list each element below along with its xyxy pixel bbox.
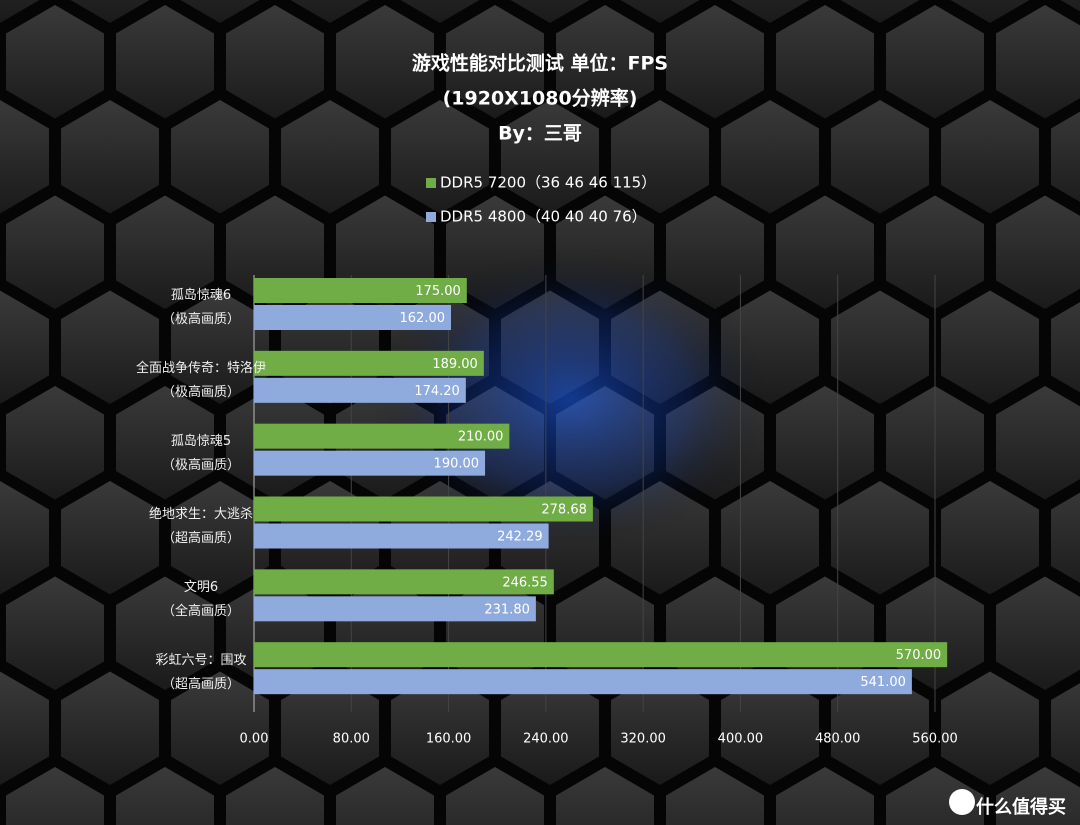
y-tick-label: 彩虹六号：围攻 （超高画质）	[155, 652, 247, 692]
y-tick-label: 孤岛惊魂6 （极高画质）	[161, 288, 240, 328]
watermark-icon	[949, 789, 975, 815]
legend-swatch	[426, 178, 436, 188]
x-tick-label: 560.00	[912, 732, 958, 747]
data-label: 278.68	[541, 503, 587, 518]
data-label: 541.00	[860, 675, 906, 690]
bar	[254, 305, 452, 330]
bar	[254, 596, 536, 622]
bar	[254, 523, 549, 549]
y-tick-label: 文明6 （全高画质）	[161, 579, 240, 619]
data-label: 210.00	[458, 430, 504, 445]
data-label: 246.55	[502, 575, 548, 590]
bar	[254, 278, 467, 303]
data-label: 190.00	[434, 457, 480, 472]
legend-label: DDR5 4800（40 40 40 76）	[440, 208, 647, 226]
legend-label: DDR5 7200（36 46 46 115）	[440, 174, 656, 192]
y-tick-label: 绝地求生：大逃杀 （超高画质）	[148, 506, 253, 546]
data-label: 174.20	[414, 384, 460, 399]
data-label: 175.00	[415, 284, 461, 299]
y-tick-label: 孤岛惊魂5 （极高画质）	[161, 434, 240, 474]
y-tick-label: 全面战争传奇：特洛伊 （极高画质）	[135, 361, 266, 401]
x-tick-label: 400.00	[718, 732, 764, 747]
legend-swatch	[426, 212, 436, 222]
bar	[254, 496, 593, 522]
bar	[254, 569, 554, 595]
x-tick-label: 160.00	[426, 732, 472, 747]
data-label: 231.80	[484, 602, 530, 617]
bar	[254, 423, 510, 449]
chart-subtitle: (1920X1080分辨率)	[443, 87, 638, 110]
x-tick-label: 320.00	[620, 732, 666, 747]
chart-byline: By：三哥	[498, 123, 582, 145]
x-tick-label: 480.00	[815, 732, 861, 747]
data-label: 242.29	[497, 530, 543, 545]
bar	[254, 669, 912, 695]
x-tick-label: 80.00	[333, 732, 370, 747]
x-tick-label: 240.00	[523, 732, 569, 747]
bar	[254, 642, 948, 668]
chart-title: 游戏性能对比测试 单位：FPS	[412, 52, 668, 75]
bar	[254, 377, 466, 403]
bar	[254, 450, 486, 476]
watermark: 什么值得买	[976, 797, 1066, 818]
bar	[254, 350, 484, 376]
data-label: 189.00	[432, 357, 478, 372]
data-label: 570.00	[896, 648, 942, 663]
data-label: 162.00	[400, 311, 446, 326]
x-tick-label: 0.00	[240, 732, 269, 747]
